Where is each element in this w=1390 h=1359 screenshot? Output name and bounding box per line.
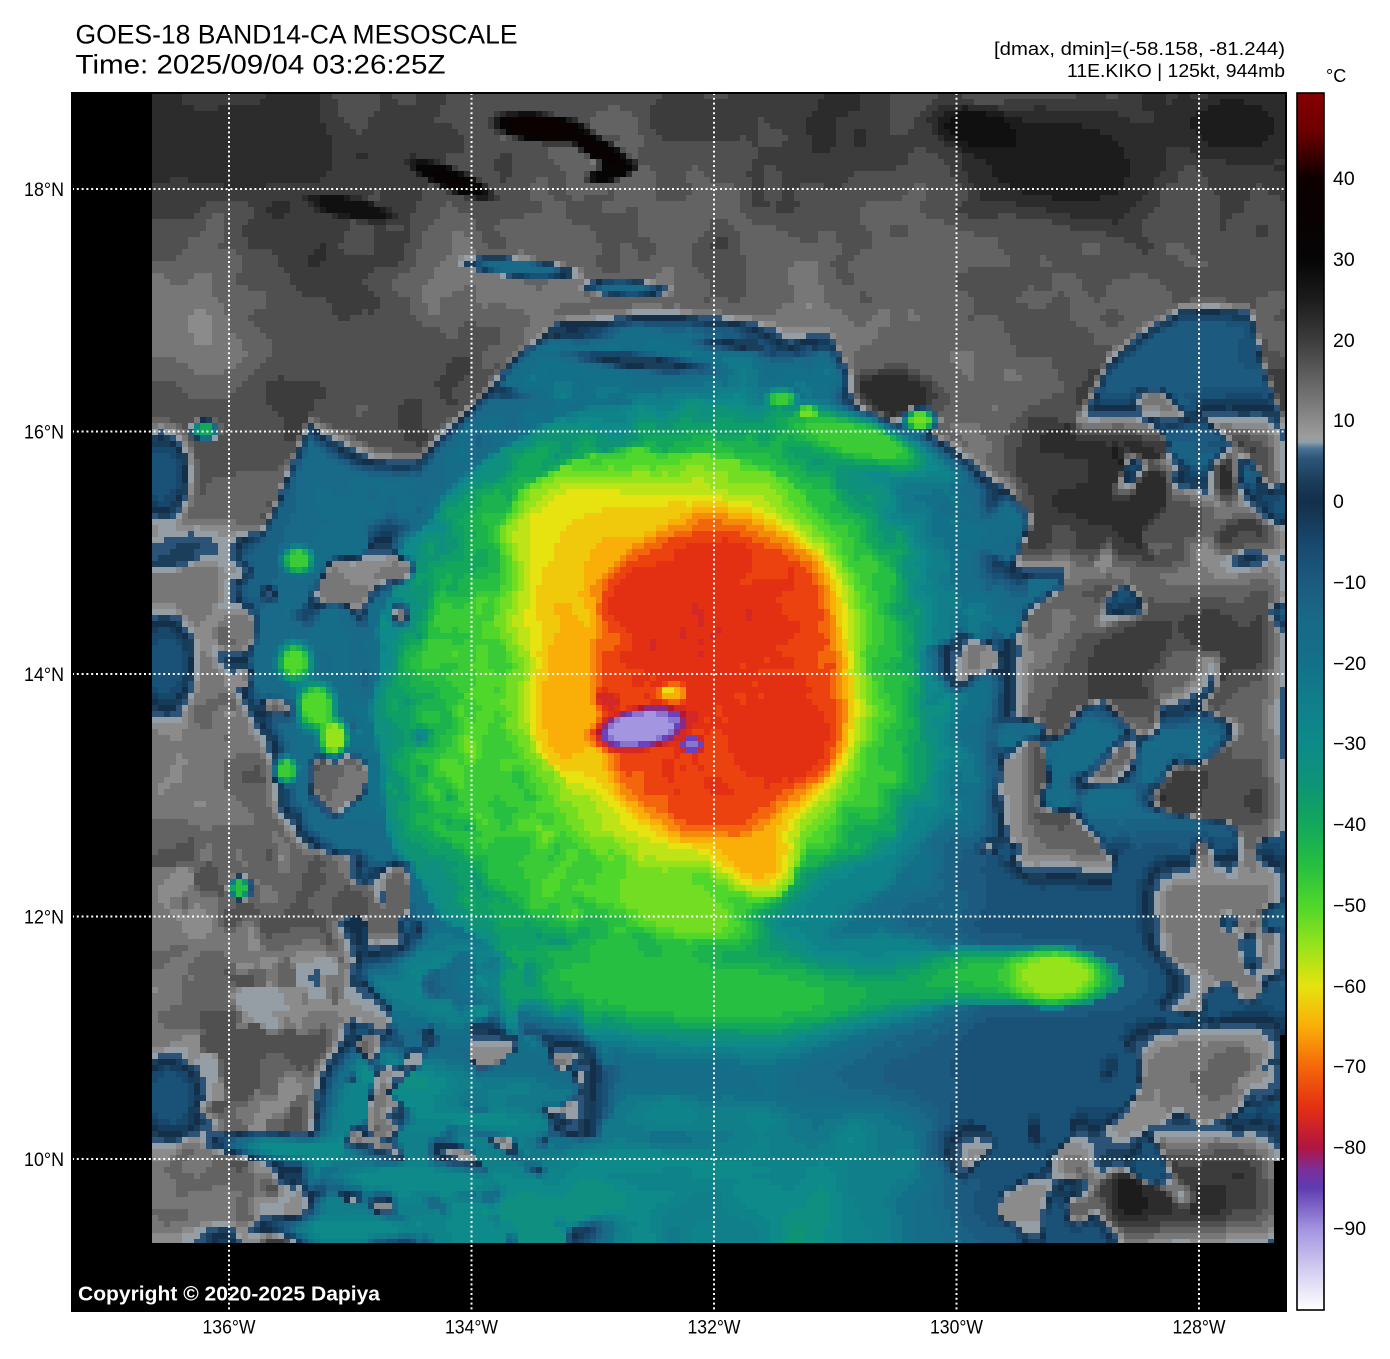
svg-text:10: 10 <box>1333 410 1355 432</box>
svg-text:0: 0 <box>1333 491 1344 513</box>
svg-text:−70: −70 <box>1333 1056 1366 1078</box>
svg-text:GOES-18 BAND14-CA MESOSCALE: GOES-18 BAND14-CA MESOSCALE <box>76 20 518 50</box>
svg-text:11E.KIKO | 125kt, 944mb: 11E.KIKO | 125kt, 944mb <box>1067 61 1285 81</box>
svg-text:18°N: 18°N <box>24 179 64 201</box>
svg-text:°C: °C <box>1326 66 1346 86</box>
svg-text:128°W: 128°W <box>1173 1317 1227 1339</box>
svg-text:Time: 2025/09/04 03:26:25Z: Time: 2025/09/04 03:26:25Z <box>76 50 446 80</box>
svg-text:40: 40 <box>1333 168 1355 190</box>
svg-text:−50: −50 <box>1333 895 1366 917</box>
svg-text:[dmax, dmin]=(-58.158, -81.244: [dmax, dmin]=(-58.158, -81.244) <box>994 39 1285 59</box>
svg-text:12°N: 12°N <box>24 907 64 929</box>
svg-text:16°N: 16°N <box>24 422 64 444</box>
svg-text:134°W: 134°W <box>445 1317 499 1339</box>
svg-text:−30: −30 <box>1333 733 1366 755</box>
svg-text:−80: −80 <box>1333 1137 1366 1159</box>
svg-text:136°W: 136°W <box>203 1317 257 1339</box>
svg-text:10°N: 10°N <box>24 1149 64 1171</box>
svg-text:30: 30 <box>1333 249 1355 271</box>
svg-text:14°N: 14°N <box>24 664 64 686</box>
svg-text:130°W: 130°W <box>930 1317 984 1339</box>
svg-text:−90: −90 <box>1333 1218 1366 1240</box>
svg-text:132°W: 132°W <box>688 1317 742 1339</box>
svg-text:−20: −20 <box>1333 653 1366 675</box>
svg-text:−60: −60 <box>1333 976 1366 998</box>
svg-text:−10: −10 <box>1333 572 1366 594</box>
svg-text:Copyright © 2020-2025 Dapiya: Copyright © 2020-2025 Dapiya <box>78 1284 381 1306</box>
svg-text:−40: −40 <box>1333 814 1366 836</box>
svg-text:20: 20 <box>1333 330 1355 352</box>
